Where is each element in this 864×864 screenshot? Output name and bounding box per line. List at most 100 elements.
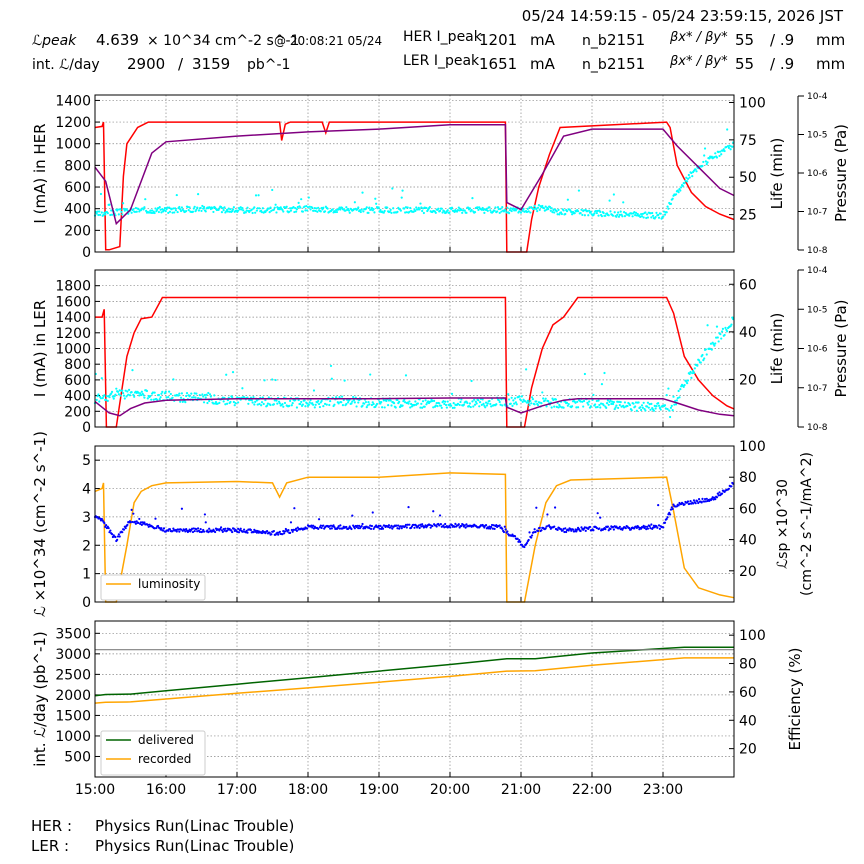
specific_luminosity-point <box>716 492 719 495</box>
lifetime_scatter-point <box>367 400 370 404</box>
specific_luminosity-point <box>369 524 372 527</box>
lifetime_scatter-point <box>498 400 501 404</box>
lifetime_scatter-point <box>475 402 478 405</box>
lifetime_scatter-point <box>131 369 134 372</box>
lifetime_scatter-point <box>185 391 189 395</box>
lifetime_scatter-point <box>496 210 499 213</box>
pressure-tick-label: 10-6 <box>807 169 828 179</box>
specific_luminosity-point <box>306 527 309 530</box>
lifetime_scatter-point <box>587 403 590 406</box>
specific_luminosity-point <box>573 530 576 533</box>
lifetime_scatter-point <box>208 393 212 396</box>
lifetime_scatter-point <box>485 207 489 210</box>
lifetime_scatter-point <box>143 206 146 209</box>
specific_luminosity-point <box>580 526 583 529</box>
lifetime_scatter-point <box>489 209 492 212</box>
specific_luminosity-point <box>637 526 640 529</box>
lifetime_scatter-point <box>190 392 193 395</box>
lifetime_scatter-point <box>664 407 667 410</box>
specific_luminosity-point <box>516 537 519 540</box>
lifetime_scatter-point <box>722 148 725 151</box>
lifetime_scatter-point <box>309 208 312 211</box>
lifetime_scatter-point <box>345 206 348 209</box>
lifetime_scatter-point <box>109 213 112 217</box>
lifetime_scatter-point <box>663 404 667 407</box>
lifetime_scatter-point <box>389 399 392 402</box>
lifetime_scatter-point <box>541 204 544 208</box>
lifetime_scatter-point <box>312 209 316 212</box>
specific_luminosity-point <box>720 492 724 495</box>
lifetime_scatter-point <box>299 206 302 209</box>
specific_luminosity-point <box>237 527 240 531</box>
lifetime_scatter-point <box>619 210 622 213</box>
lifetime_scatter-point <box>209 395 212 398</box>
lifetime_scatter-point <box>545 405 548 408</box>
lifetime_scatter-point <box>582 405 585 408</box>
lifetime_scatter-point <box>564 212 567 216</box>
specific_luminosity-point <box>523 545 526 549</box>
legend-label: recorded <box>138 752 191 766</box>
lifetime_scatter-point <box>294 207 297 210</box>
lifetime_scatter-point <box>385 399 388 403</box>
specific_luminosity-point <box>503 525 506 528</box>
int-lum-label: int. ℒ/day <box>32 57 100 73</box>
lifetime_scatter-point <box>704 348 707 351</box>
lifetime_scatter-point <box>156 398 159 402</box>
lifetime_scatter-point <box>719 333 722 336</box>
lifetime_scatter-point <box>110 213 114 216</box>
lifetime_scatter-point <box>496 206 500 209</box>
specific_luminosity-point <box>329 524 333 527</box>
specific_luminosity-point <box>461 523 465 526</box>
lifetime_scatter-point <box>311 206 314 209</box>
lifetime_scatter-point <box>250 208 253 211</box>
lifetime_scatter-point <box>713 344 716 347</box>
lifetime_scatter-point <box>470 208 473 212</box>
lifetime_scatter-point <box>290 404 293 407</box>
specific_luminosity-point <box>506 530 509 533</box>
lifetime_scatter-point <box>438 402 441 405</box>
lifetime_scatter-point <box>157 393 160 397</box>
lifetime_scatter-point <box>308 401 311 404</box>
lifetime_scatter-point <box>532 208 535 211</box>
specific_luminosity-point <box>535 506 538 509</box>
lifetime_scatter-point <box>659 212 662 215</box>
lifetime_scatter-point <box>635 409 638 412</box>
lifetime_scatter-point <box>641 212 644 216</box>
specific_luminosity-point <box>563 530 566 534</box>
lifetime_scatter-point <box>621 215 624 218</box>
specific_luminosity-point <box>219 526 223 529</box>
specific_luminosity-point <box>419 523 422 526</box>
lifetime_scatter-point <box>640 408 643 412</box>
lifetime_scatter-point <box>549 209 552 212</box>
lifetime_scatter-point <box>253 403 256 406</box>
lifetime_scatter-point <box>275 399 278 402</box>
specific_luminosity-point <box>727 487 730 490</box>
lifetime_scatter-point <box>234 402 237 405</box>
lifetime_scatter-point <box>239 206 242 209</box>
specific_luminosity-point <box>607 529 610 532</box>
specific_luminosity-point <box>400 527 403 530</box>
lifetime_scatter-point <box>320 399 323 403</box>
lifetime_scatter-point <box>110 392 113 395</box>
lifetime_scatter-point <box>175 193 178 197</box>
lifetime_scatter-point <box>598 403 601 407</box>
lifetime_scatter-point <box>122 207 126 210</box>
lifetime_scatter-point <box>628 403 632 407</box>
specific_luminosity-point <box>175 530 178 533</box>
lifetime_scatter-point <box>456 402 460 405</box>
x-tick-label: 17:00 <box>217 782 257 798</box>
y-tick-label: 3000 <box>55 647 91 663</box>
lifetime_scatter-point <box>382 399 385 402</box>
lifetime_scatter-point <box>149 394 152 398</box>
x-tick-label: 21:00 <box>501 782 541 798</box>
lifetime_scatter-point <box>586 401 589 404</box>
lifetime_scatter-point <box>715 156 719 159</box>
lifetime_scatter-point <box>547 400 550 403</box>
specific_luminosity-point <box>318 526 322 529</box>
specific_luminosity-point <box>703 497 707 501</box>
specific_luminosity-point <box>198 530 201 533</box>
lifetime_scatter-point <box>709 347 712 350</box>
specific_luminosity-point <box>370 524 373 528</box>
lifetime_scatter-point <box>97 213 100 217</box>
lifetime_scatter-point <box>599 406 602 409</box>
